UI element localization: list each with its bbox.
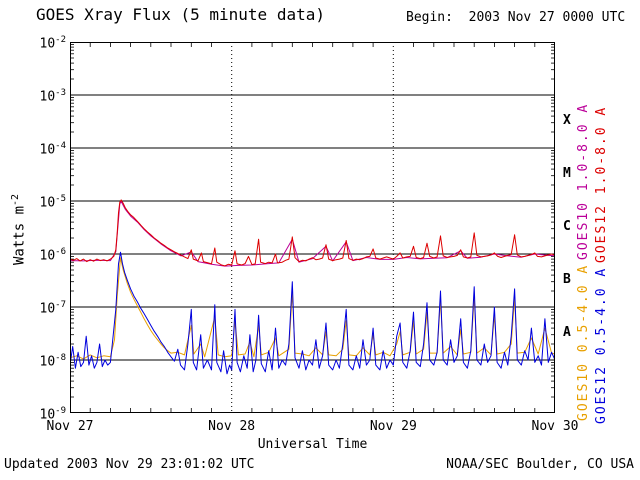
updated-timestamp: Updated 2003 Nov 29 23:01:02 UTC bbox=[4, 457, 255, 472]
flare-class-b: B bbox=[563, 271, 571, 287]
trace-goes12-long bbox=[69, 199, 556, 267]
begin-time-label: Begin: 2003 Nov 27 0000 UTC bbox=[406, 10, 626, 25]
chart-title: GOES Xray Flux (5 minute data) bbox=[36, 5, 325, 24]
flare-class-x: X bbox=[563, 112, 571, 128]
y-tick-label: 10-3 bbox=[39, 88, 67, 105]
legend-goes12-short: GOES12 0.5-4.0 A bbox=[594, 266, 609, 424]
plot-area bbox=[69, 42, 556, 413]
x-tick-label: Nov 30 bbox=[531, 419, 579, 434]
x-tick-label: Nov 29 bbox=[369, 419, 417, 434]
trace-goes10-long bbox=[69, 201, 556, 267]
x-tick-label: Nov 28 bbox=[208, 419, 256, 434]
legend-goes10-short: GOES10 0.5-4.0 A bbox=[576, 263, 591, 421]
legend-goes10-long: GOES10 1.0-8.0 A bbox=[576, 102, 591, 260]
y-tick-label: 10-5 bbox=[39, 194, 67, 211]
flare-class-m: M bbox=[563, 165, 571, 181]
y-tick-label: 10-7 bbox=[39, 300, 67, 317]
x-axis-label: Universal Time bbox=[257, 437, 368, 452]
y-tick-label: 10-9 bbox=[39, 406, 67, 423]
credit-label: NOAA/SEC Boulder, CO USA bbox=[446, 457, 634, 472]
flare-class-a: A bbox=[563, 324, 571, 340]
x-tick-label: Nov 27 bbox=[46, 419, 94, 434]
y-tick-label: 10-2 bbox=[39, 35, 67, 52]
legend-goes12-long: GOES12 1.0-8.0 A bbox=[594, 105, 609, 263]
y-tick-label: 10-4 bbox=[39, 141, 67, 158]
trace-goes12-short bbox=[69, 251, 556, 375]
trace-goes10-short bbox=[69, 257, 556, 360]
y-tick-label: 10-6 bbox=[39, 247, 67, 264]
flare-class-c: C bbox=[563, 218, 571, 234]
y-tick-label: 10-8 bbox=[39, 353, 67, 370]
flux-plot-svg bbox=[69, 42, 556, 413]
